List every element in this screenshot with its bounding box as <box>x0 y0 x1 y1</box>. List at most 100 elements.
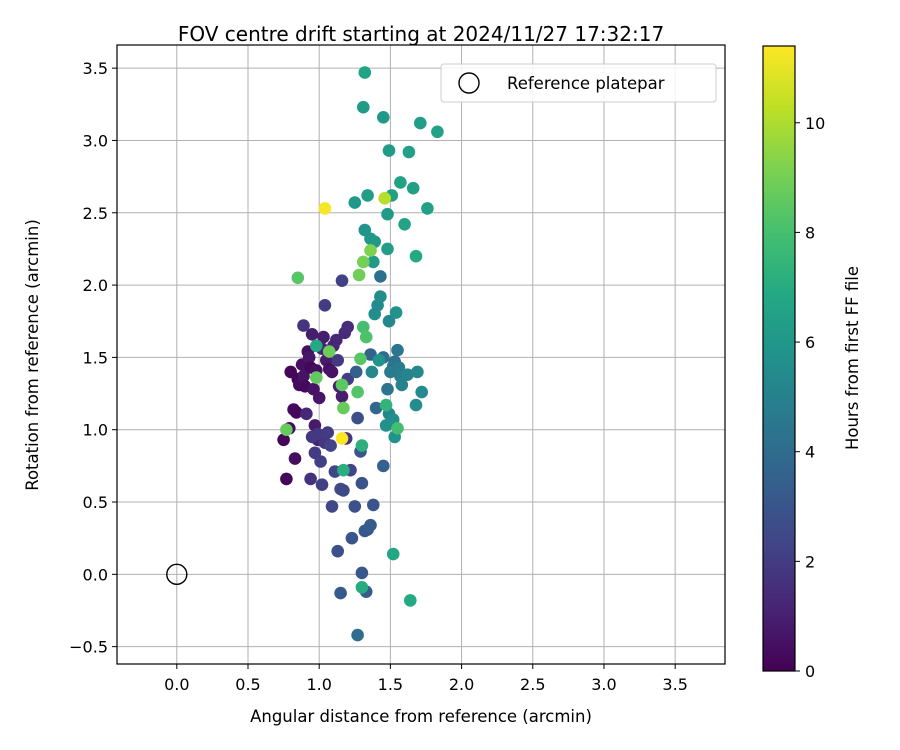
y-tick-label: 3.5 <box>83 59 108 78</box>
data-point <box>398 218 411 231</box>
colorbar: 0 2 4 6 8 10 Hours from first FF file <box>762 45 862 681</box>
data-point <box>318 202 332 215</box>
data-point <box>391 343 404 357</box>
data-point <box>280 423 293 437</box>
colorbar-tick-label: 10 <box>805 114 825 133</box>
data-point <box>351 628 364 642</box>
y-axis-label: Rotation from reference (arcmin) <box>23 219 42 491</box>
data-point <box>381 207 394 221</box>
y-tick-label: 3.0 <box>83 131 108 150</box>
data-point <box>382 314 396 328</box>
data-point <box>335 274 349 288</box>
data-point <box>317 330 330 344</box>
x-tick-label: 1.0 <box>306 675 331 694</box>
data-point <box>377 111 390 124</box>
legend-marker-icon <box>458 72 480 94</box>
data-point <box>382 144 396 157</box>
plot-area: 0.0 0.5 1.0 1.5 2.0 2.5 3.0 3.5 −0.5 0.0 0.5 1.0 1.… <box>69 44 726 694</box>
data-point <box>359 330 373 344</box>
x-tick-label: 2.5 <box>520 675 545 694</box>
data-point <box>351 411 364 425</box>
data-point <box>280 472 293 486</box>
colorbar-label: Hours from first FF file <box>843 266 862 450</box>
data-point <box>355 476 369 490</box>
data-point <box>415 385 429 399</box>
data-point <box>288 452 302 465</box>
data-point <box>348 196 362 209</box>
data-point <box>310 339 323 353</box>
data-point <box>310 371 323 384</box>
data-point <box>337 401 350 415</box>
data-point <box>337 463 350 477</box>
data-point <box>324 439 337 452</box>
data-point <box>357 320 370 334</box>
data-point <box>377 459 390 473</box>
y-tick-label: 1.5 <box>83 348 108 367</box>
data-point <box>302 351 316 364</box>
data-point <box>379 398 393 412</box>
data-point <box>314 455 327 468</box>
x-tick-label: 2.0 <box>449 675 474 694</box>
data-point <box>355 439 369 452</box>
data-point <box>355 581 369 594</box>
data-point <box>369 401 383 415</box>
data-point <box>386 547 400 561</box>
colorbar-tick-label: 4 <box>805 443 815 462</box>
data-point <box>372 354 386 367</box>
data-point <box>300 407 313 421</box>
data-point <box>321 426 335 439</box>
colorbar-tick-label: 6 <box>805 333 815 352</box>
data-point <box>318 299 332 312</box>
data-point <box>357 255 370 269</box>
y-tick-label: 2.0 <box>83 276 108 295</box>
data-point <box>297 369 310 383</box>
data-point <box>395 378 409 392</box>
data-point <box>394 176 407 189</box>
grid-lines <box>117 45 725 664</box>
data-point <box>402 145 416 159</box>
data-point <box>367 498 380 512</box>
data-point <box>379 419 393 432</box>
y-tick-label: −0.5 <box>69 638 108 657</box>
data-point <box>431 125 444 139</box>
data-point <box>291 271 305 285</box>
data-point <box>409 398 423 412</box>
x-tick-label: 3.5 <box>662 675 687 694</box>
data-point <box>335 432 349 445</box>
data-point <box>374 290 387 303</box>
data-point <box>381 242 394 256</box>
data-point <box>290 406 303 419</box>
data-point <box>312 391 326 405</box>
y-tick-label: 2.5 <box>83 204 108 223</box>
data-point <box>325 500 339 513</box>
data-point <box>364 518 377 532</box>
data-point <box>411 365 424 379</box>
data-point <box>325 365 339 379</box>
data-point <box>358 66 372 79</box>
x-tick-label: 3.0 <box>591 675 616 694</box>
data-point <box>331 354 345 367</box>
legend: Reference platepar <box>440 63 717 103</box>
data-points <box>277 66 444 642</box>
data-point <box>337 484 350 497</box>
colorbar-ticks: 0 2 4 6 8 10 <box>795 114 825 681</box>
chart-title: FOV centre drift starting at 2024/11/27 … <box>178 22 664 46</box>
data-point <box>331 544 345 558</box>
data-point <box>341 320 355 334</box>
data-point <box>381 382 394 396</box>
data-point <box>401 368 414 382</box>
data-point <box>367 255 380 269</box>
data-point <box>351 385 364 399</box>
data-point <box>406 181 420 195</box>
data-point <box>361 189 374 202</box>
data-point <box>421 202 434 215</box>
y-axis-ticks: −0.5 0.0 0.5 1.0 1.5 2.0 2.5 3.0 3.5 <box>69 59 117 657</box>
data-point <box>355 566 369 580</box>
x-tick-label: 1.5 <box>378 675 403 694</box>
plot-frame <box>116 44 726 665</box>
data-point <box>354 352 367 366</box>
x-tick-label: 0.5 <box>235 675 260 694</box>
data-point <box>348 500 362 513</box>
data-point <box>365 365 379 379</box>
data-point <box>404 594 417 607</box>
